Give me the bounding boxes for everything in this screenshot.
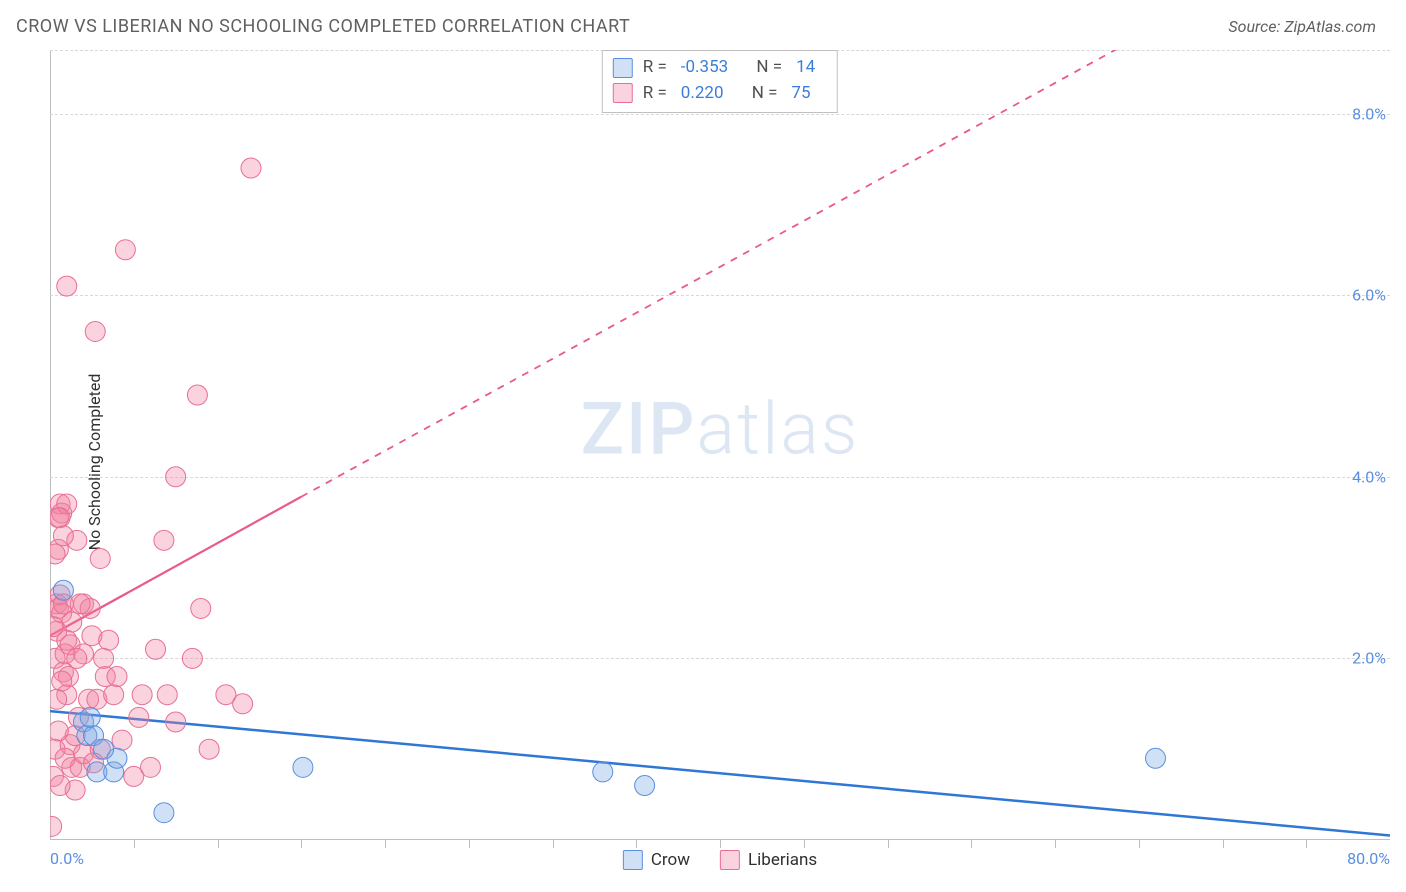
liberians-point bbox=[50, 544, 65, 564]
x-tick bbox=[636, 840, 637, 848]
plot-area: ZIPatlas R = -0.353 N = 14 R = 0.220 N =… bbox=[50, 50, 1390, 840]
x-tick-max-label: 80.0% bbox=[1347, 849, 1390, 868]
legend-item-liberians: Liberians bbox=[720, 850, 817, 870]
x-tick-min-label: 0.0% bbox=[50, 849, 84, 868]
liberians-point bbox=[241, 158, 261, 178]
liberians-point bbox=[182, 648, 202, 668]
liberians-point bbox=[62, 612, 82, 632]
x-tick bbox=[553, 840, 554, 848]
x-tick bbox=[134, 840, 135, 848]
stat-label-r: R = bbox=[643, 55, 667, 81]
liberians-point bbox=[154, 530, 174, 550]
x-tick bbox=[1055, 840, 1056, 848]
liberians-trend-extension bbox=[301, 50, 1231, 497]
liberians-point bbox=[187, 385, 207, 405]
correlation-stats-box: R = -0.353 N = 14 R = 0.220 N = 75 bbox=[602, 50, 838, 113]
liberians-point bbox=[107, 667, 127, 687]
stats-row-liberians: R = 0.220 N = 75 bbox=[613, 81, 819, 107]
liberians-point bbox=[157, 685, 177, 705]
liberians-point bbox=[55, 748, 75, 768]
liberians-point bbox=[191, 598, 211, 618]
crow-point bbox=[53, 580, 73, 600]
crow-point bbox=[154, 803, 174, 823]
liberians-point bbox=[70, 594, 90, 614]
liberians-swatch-icon bbox=[613, 83, 633, 103]
liberians-point bbox=[99, 630, 119, 650]
legend-label-crow: Crow bbox=[651, 850, 690, 870]
crow-trend-line bbox=[50, 711, 1390, 835]
crow-point bbox=[94, 739, 114, 759]
liberians-point bbox=[50, 776, 70, 796]
liberians-n-value: 75 bbox=[791, 81, 810, 107]
chart-title: CROW VS LIBERIAN NO SCHOOLING COMPLETED … bbox=[16, 16, 630, 37]
x-tick bbox=[385, 840, 386, 848]
liberians-point bbox=[50, 508, 68, 528]
liberians-point bbox=[112, 730, 132, 750]
liberians-point bbox=[146, 639, 166, 659]
liberians-point bbox=[90, 549, 110, 569]
liberians-point bbox=[67, 648, 87, 668]
crow-point bbox=[635, 776, 655, 796]
liberians-swatch-icon bbox=[720, 850, 740, 870]
liberians-point bbox=[129, 707, 149, 727]
liberians-point bbox=[50, 816, 62, 836]
liberians-point bbox=[199, 739, 219, 759]
x-tick bbox=[301, 840, 302, 848]
liberians-point bbox=[115, 240, 135, 260]
liberians-point bbox=[141, 757, 161, 777]
liberians-r-value: 0.220 bbox=[681, 81, 724, 107]
x-tick bbox=[218, 840, 219, 848]
liberians-point bbox=[85, 321, 105, 341]
stat-label-r: R = bbox=[643, 81, 667, 107]
x-tick bbox=[1139, 840, 1140, 848]
crow-swatch-icon bbox=[623, 850, 643, 870]
crow-point bbox=[293, 757, 313, 777]
stat-label-n: N = bbox=[752, 81, 778, 107]
liberians-point bbox=[104, 685, 124, 705]
plot-svg bbox=[50, 50, 1390, 840]
crow-n-value: 14 bbox=[796, 55, 815, 81]
crow-swatch-icon bbox=[613, 58, 633, 78]
crow-point bbox=[1146, 748, 1166, 768]
liberians-point bbox=[57, 276, 77, 296]
x-tick bbox=[720, 840, 721, 848]
stat-label-n: N = bbox=[756, 55, 782, 81]
crow-r-value: -0.353 bbox=[681, 55, 728, 81]
crow-point bbox=[593, 762, 613, 782]
crow-point bbox=[80, 707, 100, 727]
x-tick bbox=[888, 840, 889, 848]
x-tick bbox=[971, 840, 972, 848]
x-tick bbox=[469, 840, 470, 848]
liberians-point bbox=[50, 689, 67, 709]
liberians-point bbox=[166, 712, 186, 732]
liberians-point bbox=[94, 648, 114, 668]
liberians-point bbox=[50, 721, 68, 741]
legend-label-liberians: Liberians bbox=[748, 850, 817, 870]
x-tick bbox=[804, 840, 805, 848]
stats-row-crow: R = -0.353 N = 14 bbox=[613, 55, 819, 81]
x-tick bbox=[1223, 840, 1224, 848]
chart-header: CROW VS LIBERIAN NO SCHOOLING COMPLETED … bbox=[0, 0, 1406, 41]
chart-source: Source: ZipAtlas.com bbox=[1228, 17, 1376, 36]
liberians-point bbox=[132, 685, 152, 705]
chart-area: No Schooling Completed ZIPatlas R = -0.3… bbox=[16, 50, 1390, 874]
liberians-point bbox=[53, 526, 73, 546]
x-tick bbox=[1306, 840, 1307, 848]
liberians-point bbox=[52, 671, 72, 691]
liberians-point bbox=[166, 467, 186, 487]
liberians-point bbox=[233, 694, 253, 714]
legend-item-crow: Crow bbox=[623, 850, 690, 870]
legend: Crow Liberians bbox=[623, 850, 817, 870]
